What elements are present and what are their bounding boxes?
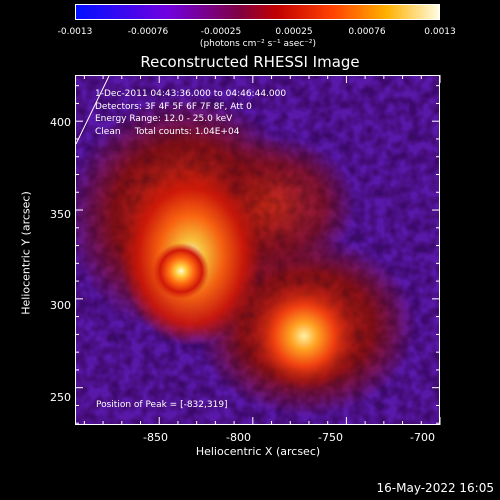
y-tick-label: 400 <box>50 116 71 129</box>
colorbar <box>75 4 441 21</box>
image-plot: 1-Dec-2011 04:43:36.000 to 04:46:44.000 … <box>75 75 440 425</box>
x-axis-label: Heliocentric X (arcsec) <box>195 445 321 458</box>
time-range-text: 1-Dec-2011 04:43:36.000 to 04:46:44.000 <box>95 89 287 99</box>
y-axis-label: Heliocentric Y (arcsec) <box>19 191 33 315</box>
colorbar-tick-label: 0.00025 <box>275 27 313 37</box>
x-tick-label: -850 <box>143 431 168 444</box>
clean-counts-text: Clean Total counts: 1.04E+04 <box>95 126 240 137</box>
x-tick-label: -800 <box>226 431 251 444</box>
y-tick-label: 300 <box>50 299 71 312</box>
x-tick-label: -700 <box>410 431 435 444</box>
y-tick-label: 350 <box>50 208 71 221</box>
generation-datestamp: 16-May-2022 16:05 <box>376 481 494 495</box>
colorbar-tick-label: 0.0013 <box>424 27 456 37</box>
peak-position-text: Position of Peak = [-832,319] <box>96 400 228 410</box>
energy-range-text: Energy Range: 12.0 - 25.0 keV <box>95 114 233 124</box>
colorbar-gradient <box>75 4 441 21</box>
colorbar-tick-label: 0.00076 <box>348 27 386 37</box>
y-tick-label: 250 <box>50 391 71 404</box>
colorbar-tick-label: -0.00025 <box>200 27 242 37</box>
colorbar-tick-label: -0.0013 <box>57 27 93 37</box>
rhessi-image-map <box>76 76 439 424</box>
x-tick-label: -750 <box>318 431 343 444</box>
observation-annotations: 1-Dec-2011 04:43:36.000 to 04:46:44.000 … <box>95 88 286 138</box>
detectors-text: Detectors: 3F 4F 5F 6F 7F 8F, Att 0 <box>95 101 252 112</box>
colorbar-units: (photons cm⁻² s⁻¹ asec⁻²) <box>199 39 317 49</box>
image-title: Reconstructed RHESSI Image <box>140 53 360 71</box>
colorbar-tick-label: -0.00076 <box>127 27 169 37</box>
